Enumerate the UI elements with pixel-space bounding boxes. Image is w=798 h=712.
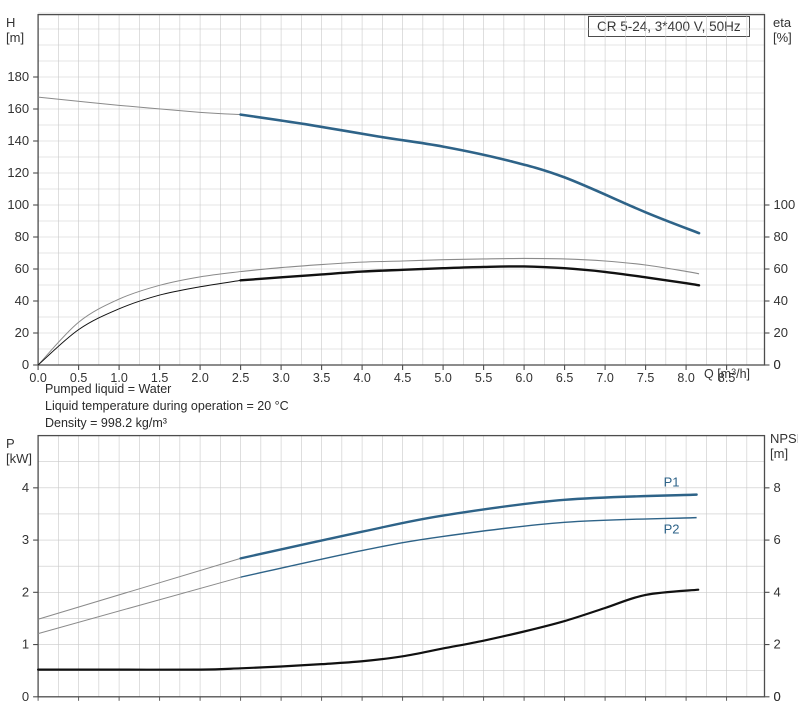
- svg-text:6.0: 6.0: [515, 371, 532, 385]
- svg-text:120: 120: [7, 165, 29, 180]
- svg-text:0: 0: [22, 357, 29, 372]
- svg-text:4: 4: [22, 480, 29, 495]
- svg-text:7.0: 7.0: [596, 371, 613, 385]
- svg-text:0.0: 0.0: [29, 371, 46, 385]
- svg-text:3.5: 3.5: [313, 371, 330, 385]
- svg-text:0: 0: [774, 689, 781, 704]
- svg-text:5.0: 5.0: [434, 371, 451, 385]
- svg-text:0.5: 0.5: [70, 371, 87, 385]
- svg-text:40: 40: [774, 293, 788, 308]
- svg-text:60: 60: [15, 261, 29, 276]
- svg-text:180: 180: [7, 69, 29, 84]
- svg-text:7.5: 7.5: [637, 371, 654, 385]
- svg-text:8: 8: [774, 480, 781, 495]
- svg-text:6: 6: [774, 532, 781, 547]
- svg-text:4: 4: [774, 584, 781, 599]
- svg-text:1: 1: [22, 637, 29, 652]
- svg-text:2.0: 2.0: [191, 371, 208, 385]
- svg-text:20: 20: [15, 325, 29, 340]
- svg-text:2.5: 2.5: [232, 371, 249, 385]
- svg-text:40: 40: [15, 293, 29, 308]
- svg-text:3: 3: [22, 532, 29, 547]
- svg-text:20: 20: [774, 325, 788, 340]
- svg-text:8.0: 8.0: [677, 371, 694, 385]
- svg-text:2: 2: [774, 637, 781, 652]
- svg-text:80: 80: [15, 229, 29, 244]
- svg-text:1.5: 1.5: [151, 371, 168, 385]
- svg-text:Q [m3/h]: Q [m3/h]: [704, 367, 750, 381]
- svg-text:5.5: 5.5: [475, 371, 492, 385]
- svg-text:3.0: 3.0: [272, 371, 289, 385]
- svg-text:1.0: 1.0: [110, 371, 127, 385]
- svg-text:140: 140: [7, 133, 29, 148]
- svg-text:4.5: 4.5: [394, 371, 411, 385]
- svg-text:80: 80: [774, 229, 788, 244]
- svg-text:100: 100: [7, 197, 29, 212]
- svg-text:100: 100: [774, 197, 796, 212]
- svg-text:6.5: 6.5: [556, 371, 573, 385]
- svg-text:0: 0: [774, 357, 781, 372]
- svg-text:4.0: 4.0: [353, 371, 370, 385]
- svg-text:60: 60: [774, 261, 788, 276]
- svg-text:0: 0: [22, 689, 29, 704]
- svg-text:P2: P2: [664, 522, 680, 537]
- svg-text:160: 160: [7, 101, 29, 116]
- svg-text:P1: P1: [664, 475, 680, 490]
- svg-text:2: 2: [22, 584, 29, 599]
